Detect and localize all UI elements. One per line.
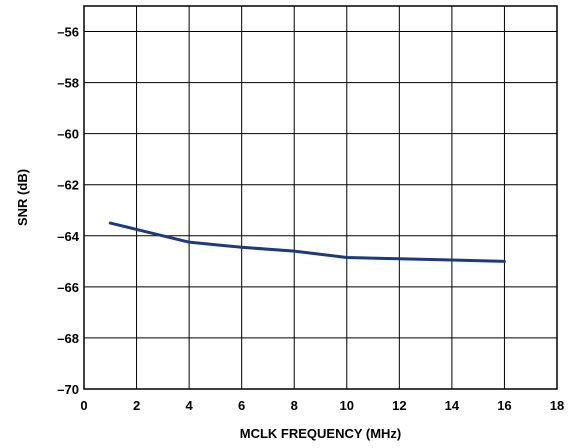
x-tick-label: 0 [80, 398, 87, 413]
x-tick-label: 4 [185, 398, 193, 413]
y-tick-label: –62 [57, 178, 79, 193]
y-tick-label: –70 [57, 382, 79, 397]
x-tick-label: 2 [133, 398, 140, 413]
x-tick-label: 10 [340, 398, 354, 413]
x-tick-label: 16 [497, 398, 511, 413]
x-tick-label: 12 [392, 398, 406, 413]
series-line [108, 221, 506, 263]
y-axis-title: SNR (dB) [15, 169, 30, 226]
y-tick-label: –58 [57, 76, 79, 91]
x-tick-label: 6 [238, 398, 245, 413]
x-tick-label: 8 [291, 398, 298, 413]
tick-labels: 0 2 4 6 8 10 12 14 16 18 –70 –68 –66 –64 –62 –60 –58 –56 [57, 25, 564, 413]
y-tick-label: –68 [57, 331, 79, 346]
plot-frame [83, 5, 558, 390]
y-tick-label: –66 [57, 280, 79, 295]
x-tick-label: 14 [445, 398, 460, 413]
y-tick-label: –56 [57, 25, 79, 40]
y-tick-label: –64 [57, 229, 79, 244]
series-layer [108, 221, 506, 263]
x-axis-title: MCLK FREQUENCY (MHz) [240, 426, 402, 441]
y-tick-label: –60 [57, 127, 79, 142]
x-tick-label: 18 [550, 398, 564, 413]
grid [83, 6, 558, 390]
